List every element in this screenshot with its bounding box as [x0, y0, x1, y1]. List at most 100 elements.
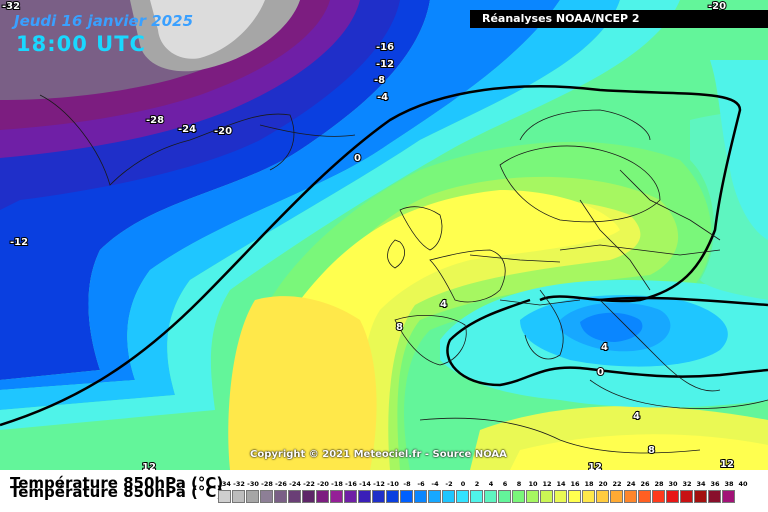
- legend-swatch: [596, 490, 609, 503]
- legend-tick-label: 30: [668, 480, 678, 488]
- legend-tick-label: -24: [289, 480, 301, 488]
- legend-swatch: [386, 490, 399, 503]
- legend-swatch: [470, 490, 483, 503]
- legend-swatch: [652, 490, 665, 503]
- legend-swatch: [232, 490, 245, 503]
- contour-label: 0: [597, 367, 604, 378]
- copyright-text: Copyright © 2021 Meteociel.fr - Source N…: [250, 449, 507, 460]
- band-south-10: [510, 434, 768, 470]
- legend-tick-label: 18: [584, 480, 594, 488]
- contour-label: -28: [146, 115, 164, 126]
- legend-swatch: [484, 490, 497, 503]
- legend-tick-label: 20: [598, 480, 608, 488]
- contour-label: 12: [142, 462, 156, 470]
- band-minus-8: [0, 0, 560, 390]
- contour-zero-north: [0, 85, 742, 427]
- legend-tick-label: -28: [261, 480, 273, 488]
- legend-tick-label: 36: [710, 480, 720, 488]
- legend-tick-label: -16: [345, 480, 357, 488]
- contour-labels: -32 -20 -16 -12 -8 -4 -28 -24 -20 0 -12 …: [1, 0, 735, 470]
- legend-swatch: [568, 490, 581, 503]
- legend-tick-label: -30: [247, 480, 259, 488]
- coastlines: [39, 94, 768, 454]
- band-minus-34: [150, 0, 265, 59]
- contour-label: 0: [354, 153, 361, 164]
- legend-tick-label: -2: [445, 480, 453, 488]
- legend-swatch: [666, 490, 679, 503]
- contour-label: -8: [374, 75, 385, 86]
- legend-swatch: [456, 490, 469, 503]
- contour-label: 12: [588, 462, 602, 470]
- legend-tick-label: -18: [331, 480, 343, 488]
- legend-tick-label: 8: [516, 480, 522, 488]
- legend-swatch: [260, 490, 273, 503]
- legend-tick-label: 34: [696, 480, 706, 488]
- map-time: 18:00 UTC: [16, 32, 146, 56]
- legend-tick-label: -34: [219, 480, 231, 488]
- legend-tick-label: 28: [654, 480, 664, 488]
- legend-tick-label: 26: [640, 480, 650, 488]
- legend-swatch: [316, 490, 329, 503]
- legend-swatch: [638, 490, 651, 503]
- legend-tick-label: 0: [460, 480, 466, 488]
- contour-label: -16: [376, 42, 394, 53]
- legend-tick-label: 12: [542, 480, 552, 488]
- legend-tick-label: -4: [431, 480, 439, 488]
- legend-swatch: [302, 490, 315, 503]
- legend-swatch: [610, 490, 623, 503]
- contour-label: -12: [10, 237, 28, 248]
- contour-label: 4: [601, 342, 608, 353]
- contour-label: -4: [377, 92, 388, 103]
- legend-swatch: [582, 490, 595, 503]
- source-banner: Réanalyses NOAA/NCEP 2: [470, 10, 768, 28]
- contour-label: -20: [708, 1, 726, 12]
- contour-zero-med: [446, 298, 768, 387]
- legend-swatch: [554, 490, 567, 503]
- contour-label: -12: [376, 59, 394, 70]
- contour-label: -32: [2, 1, 20, 12]
- legend-swatch: [526, 490, 539, 503]
- legend-swatch: [722, 490, 735, 503]
- band-east-0: [710, 60, 768, 240]
- legend-tick-label: -22: [303, 480, 315, 488]
- legend-tick-label: -10: [387, 480, 399, 488]
- legend-tick-label: -6: [417, 480, 425, 488]
- legend-swatch: [344, 490, 357, 503]
- legend-tick-label: 16: [570, 480, 580, 488]
- band-minus-4: [0, 0, 620, 410]
- legend-swatch: [708, 490, 721, 503]
- legend-tick-label: -12: [373, 480, 385, 488]
- legend-swatch: [442, 490, 455, 503]
- legend-title-shadow: Température 850hPa (°C): [10, 483, 224, 501]
- legend-tick-label: 4: [488, 480, 494, 488]
- legend-swatch: [358, 490, 371, 503]
- contour-label: 8: [648, 445, 655, 456]
- contour-label: 4: [440, 299, 447, 310]
- map-date: Jeudi 16 janvier 2025: [14, 12, 194, 30]
- legend-tick-label: 32: [682, 480, 692, 488]
- legend-swatch: [414, 490, 427, 503]
- legend-swatch: [624, 490, 637, 503]
- legend-tick-label: -20: [317, 480, 329, 488]
- contour-label: -24: [178, 124, 196, 135]
- legend-tick-label: 2: [474, 480, 480, 488]
- legend-tick-label: 10: [528, 480, 538, 488]
- legend-tick-label: -26: [275, 480, 287, 488]
- legend-swatch: [330, 490, 343, 503]
- legend-tick-label: 38: [724, 480, 734, 488]
- legend-swatch: [498, 490, 511, 503]
- legend-swatch: [540, 490, 553, 503]
- legend-swatch: [512, 490, 525, 503]
- legend-swatch: [428, 490, 441, 503]
- legend-swatch: [288, 490, 301, 503]
- contour-label: 8: [396, 322, 403, 333]
- contour-label: -20: [214, 126, 232, 137]
- contour-zero-east: [599, 296, 768, 307]
- legend-swatch: [400, 490, 413, 503]
- band-0: [0, 0, 680, 430]
- legend-tick-label: 24: [626, 480, 636, 488]
- legend-swatch: [246, 490, 259, 503]
- legend-swatch: [372, 490, 385, 503]
- contour-label: 12: [720, 459, 734, 470]
- band-med-minus6: [580, 312, 643, 342]
